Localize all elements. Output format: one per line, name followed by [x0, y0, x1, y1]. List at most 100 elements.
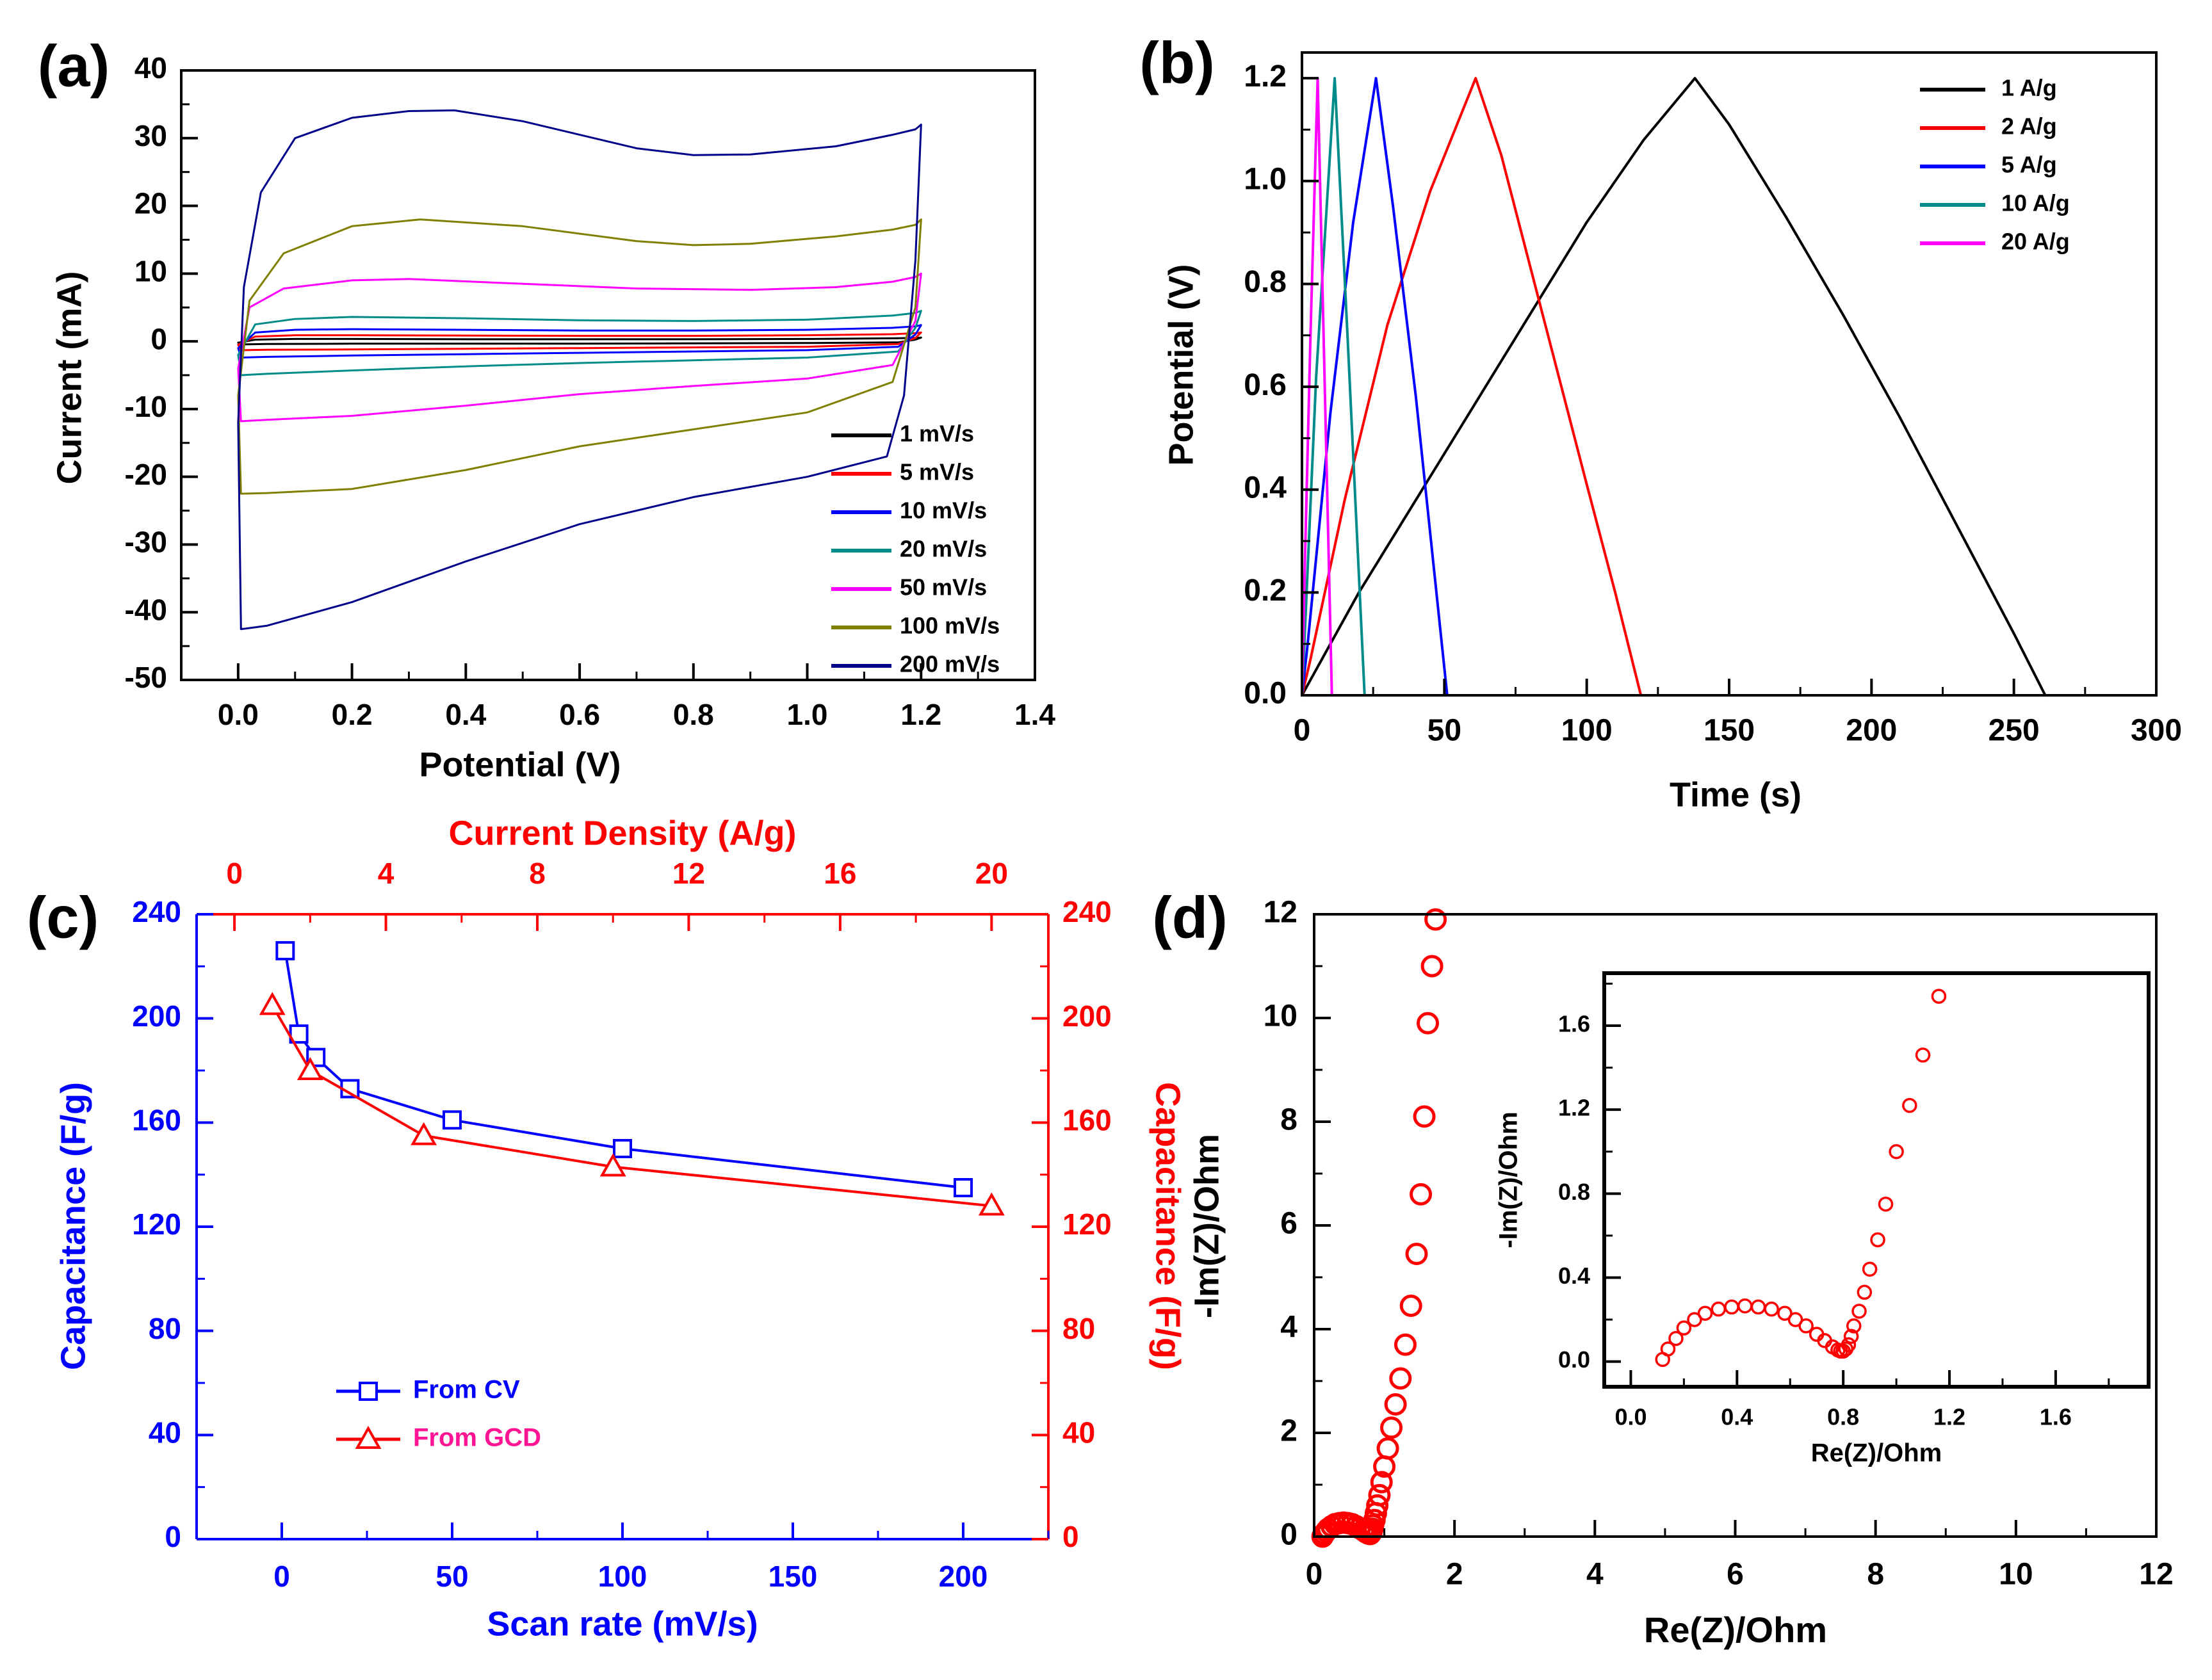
- inset-eis-point: [1787, 1312, 1803, 1327]
- gcd-triangle-marker: [297, 1056, 323, 1080]
- top-x-axis-title: Current Density (A/g): [448, 814, 796, 852]
- top-x-axis-tick-label: 0: [226, 857, 243, 890]
- right-y-axis-tick-label: 160: [1062, 1103, 1112, 1136]
- x-axis-tick-label: 8: [1867, 1558, 1884, 1592]
- y-axis-tick-label: 0: [150, 322, 167, 355]
- eis-point: [1389, 1367, 1412, 1390]
- gcd-triangle-marker: [259, 992, 286, 1015]
- eis-point: [1394, 1333, 1417, 1356]
- inset-eis-point: [1660, 1341, 1676, 1357]
- inset-eis-point: [1846, 1318, 1862, 1334]
- right-y-axis-title: Capacitance (F/g): [1149, 1082, 1187, 1370]
- inset-eis-point: [1687, 1312, 1702, 1327]
- top-x-axis-tick-label: 16: [824, 857, 856, 890]
- x-axis-tick-label: 150: [1704, 714, 1755, 748]
- cv-series-0: [237, 336, 922, 346]
- y-axis-tick-label: 1.2: [1244, 60, 1287, 93]
- y-axis-tick-label: 40: [134, 51, 167, 85]
- eis-point: [1413, 1105, 1436, 1128]
- cv-square-marker: [613, 1139, 632, 1158]
- inset-eis-point: [1878, 1196, 1894, 1212]
- eis-point: [1420, 955, 1443, 978]
- inset-y-axis-tick-label: 0.0: [1558, 1346, 1590, 1373]
- x-axis-tick-label: 12: [2139, 1558, 2173, 1592]
- gcd-capacitance-line: [271, 1004, 993, 1208]
- bottom-x-axis-tick-label: 0: [273, 1560, 290, 1593]
- gcd-series-2: [1301, 77, 1449, 697]
- x-axis-tick-label: 250: [1988, 714, 2040, 748]
- inset-eis-point: [1676, 1320, 1692, 1336]
- inset-eis-point: [1862, 1261, 1878, 1277]
- inset-frame: [1602, 971, 2151, 1389]
- x-axis-tick-label: 50: [1427, 714, 1461, 748]
- left-y-axis-title: Capacitance (F/g): [54, 1082, 92, 1370]
- bottom-x-axis-title: Scan rate (mV/s): [487, 1604, 758, 1643]
- x-axis-title: Potential (V): [419, 745, 621, 784]
- cv-series-5: [237, 218, 922, 495]
- inset-eis-point: [1798, 1318, 1814, 1334]
- plot-frame: [1301, 51, 2158, 697]
- gcd-triangle-marker: [978, 1192, 1005, 1216]
- y-axis-tick-label: 30: [134, 119, 167, 152]
- x-axis-tick-label: 10: [1999, 1558, 2033, 1592]
- panel-b: 0 50 100 150 200 250 300 0.0 0.2 0.4 0.6 0.8 1.0 1.2 T…: [1139, 30, 2182, 814]
- eis-point: [1417, 1012, 1440, 1035]
- panel-label: (b): [1139, 30, 1214, 95]
- legend-label: 100 mV/s: [900, 613, 1000, 639]
- y-axis-tick-label: -10: [125, 390, 167, 423]
- x-axis-tick-label: 0.8: [673, 698, 714, 731]
- eis-point: [1366, 1494, 1389, 1517]
- legend-label: 5 A/g: [2001, 152, 2057, 178]
- panel-label: (c): [27, 885, 99, 950]
- x-axis-tick-label: 0: [1306, 1558, 1323, 1592]
- legend-label: 20 mV/s: [900, 536, 987, 562]
- x-axis-tick-label: 0.2: [332, 698, 373, 731]
- eis-point: [1384, 1393, 1407, 1416]
- x-axis-tick-label: 300: [2131, 714, 2182, 748]
- x-axis-tick-label: 0.0: [218, 698, 259, 731]
- inset-x-axis-tick-label: 0.0: [1614, 1404, 1647, 1430]
- cv-square-marker: [289, 1024, 309, 1044]
- right-y-axis-tick-label: 0: [1062, 1520, 1079, 1553]
- y-axis-tick-label: 6: [1280, 1207, 1297, 1241]
- cv-series-6: [237, 109, 922, 631]
- inset-eis-point: [1870, 1232, 1885, 1248]
- cv-series-3: [237, 310, 922, 376]
- gcd-triangle-marker: [411, 1122, 437, 1145]
- x-axis-tick-label: 1.4: [1014, 698, 1055, 731]
- inset-eis-point: [1931, 989, 1947, 1004]
- y-axis-tick-label: -50: [125, 661, 167, 694]
- y-axis-tick-label: 0.4: [1244, 471, 1287, 505]
- panel-label: (a): [38, 33, 110, 99]
- inset-eis-point: [1902, 1097, 1917, 1113]
- right-y-axis-tick-label: 200: [1062, 999, 1112, 1033]
- x-axis-tick-label: 2: [1446, 1558, 1463, 1592]
- legend-marker-gcd: [355, 1425, 382, 1449]
- top-x-axis-tick-label: 4: [378, 857, 394, 890]
- top-x-axis-tick-label: 8: [529, 857, 546, 890]
- left-y-axis-tick-label: 200: [132, 999, 181, 1033]
- eis-point: [1380, 1416, 1403, 1439]
- y-axis-tick-label: 1.0: [1244, 162, 1287, 196]
- eis-point: [1410, 1183, 1433, 1206]
- left-y-axis-tick-label: 40: [149, 1416, 181, 1449]
- y-axis-title: Current (mA): [50, 271, 88, 485]
- y-axis-tick-label: 8: [1280, 1103, 1297, 1137]
- inset-y-axis-tick-label: 0.8: [1558, 1179, 1590, 1205]
- y-axis-tick-label: 20: [134, 187, 167, 220]
- y-axis-tick-label: 0.0: [1244, 677, 1287, 711]
- y-axis-tick-label: 0.8: [1244, 265, 1287, 299]
- y-axis-tick-label: 10: [134, 254, 167, 287]
- inset-eis-point: [1843, 1329, 1859, 1345]
- bottom-x-axis-tick-label: 50: [435, 1560, 468, 1593]
- cv-series-2: [237, 324, 922, 359]
- y-axis-tick-label: 0.6: [1244, 368, 1287, 402]
- cv-square-marker: [954, 1178, 973, 1197]
- right-y-axis-tick-label: 40: [1062, 1416, 1095, 1449]
- legend-label-gcd: From GCD: [413, 1424, 541, 1452]
- legend-label: 2 A/g: [2001, 113, 2057, 140]
- legend-label-cv: From CV: [413, 1376, 520, 1404]
- inset-x-axis-tick-label: 0.8: [1827, 1404, 1859, 1430]
- eis-point: [1424, 908, 1447, 931]
